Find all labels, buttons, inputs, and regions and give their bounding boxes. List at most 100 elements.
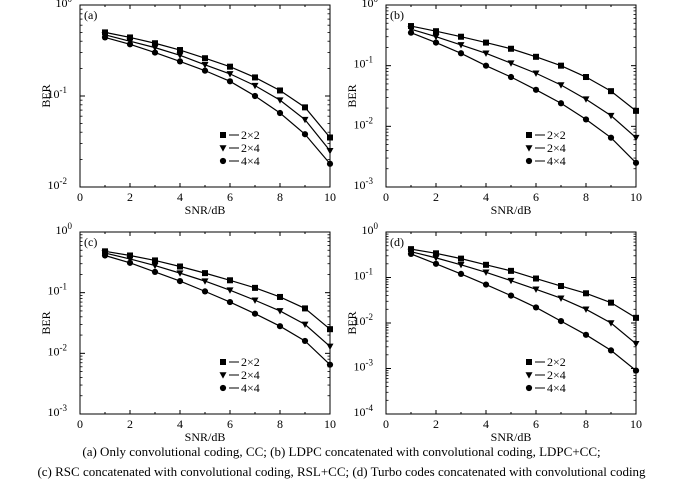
data-point	[177, 47, 183, 54]
data-point	[226, 287, 234, 294]
legend-marker	[525, 384, 533, 392]
data-point	[507, 277, 515, 285]
series-line	[410, 28, 637, 139]
data-point	[277, 87, 283, 94]
data-point	[127, 252, 133, 259]
plot-frame	[385, 4, 637, 188]
legend-label: 2×4	[547, 368, 566, 382]
y-tick-label: 10-1	[354, 267, 374, 283]
data-point	[608, 88, 614, 95]
data-point	[276, 109, 284, 117]
data-point	[557, 295, 565, 302]
y-tick-label: 100	[362, 0, 379, 10]
y-axis-label: BER	[345, 84, 359, 107]
x-tick-label: 2	[433, 190, 439, 204]
data-point	[201, 62, 209, 69]
data-point	[276, 97, 284, 104]
x-tick-label: 0	[383, 190, 389, 204]
legend-marker	[525, 145, 533, 152]
data-point	[458, 255, 464, 262]
series-line	[410, 251, 637, 345]
caption-line-2: (c) RSC concatenated with convolutional …	[37, 464, 646, 479]
panel-label: (a)	[84, 8, 97, 22]
panel-label: (c)	[84, 235, 97, 249]
data-point	[557, 100, 565, 107]
data-point	[583, 74, 589, 81]
data-point	[582, 306, 590, 313]
y-tick-label: 100	[56, 0, 73, 10]
x-axis-label: SNR/dB	[185, 203, 226, 217]
x-tick-label: 10	[324, 417, 336, 431]
data-point	[582, 96, 590, 103]
x-tick-label: 6	[533, 417, 539, 431]
data-point	[326, 160, 334, 167]
x-tick-label: 8	[277, 190, 283, 204]
data-point	[558, 62, 564, 69]
legend-label: 2×4	[241, 141, 260, 155]
data-point	[327, 134, 333, 141]
y-tick-label: 10-2	[354, 312, 374, 328]
series-line	[104, 31, 331, 138]
x-axis-label: SNR/dB	[491, 203, 532, 217]
x-tick-label: 2	[127, 190, 133, 204]
x-tick-label: 4	[177, 417, 183, 431]
data-point	[152, 40, 158, 47]
data-point	[251, 92, 259, 100]
data-point	[227, 277, 233, 284]
data-point	[507, 60, 515, 67]
legend-label: 2×4	[547, 141, 566, 155]
legend-label: 2×2	[241, 355, 260, 369]
data-point	[302, 305, 308, 312]
chart-panel-1: 0 2 4 6 8 10 100 10-1 10-2 SNR/dB BER (a) 2×22×44×4	[39, 0, 336, 217]
legend-marker	[525, 372, 533, 379]
legend-marker	[219, 372, 227, 379]
chart-panel-4: 0 2 4 6 8 10 100 10-1 10-2 10-3 10-4 SNR/dB BER (d) 2×…	[345, 221, 642, 444]
y-axis-label: BER	[39, 84, 53, 107]
x-tick-label: 2	[127, 417, 133, 431]
x-tick-label: 8	[583, 190, 589, 204]
data-point	[176, 58, 184, 65]
legend-marker	[525, 157, 533, 165]
data-point	[407, 29, 415, 36]
y-tick-label: 100	[362, 221, 379, 237]
data-point	[508, 267, 514, 274]
series-line	[410, 25, 637, 112]
data-point	[607, 112, 615, 120]
data-point	[407, 26, 415, 33]
caption-line-1: (a) Only convolutional coding, CC; (b) L…	[82, 444, 601, 459]
data-point	[633, 314, 639, 321]
data-point	[408, 23, 414, 30]
series-line	[410, 32, 637, 164]
data-point	[457, 262, 465, 269]
data-point	[101, 34, 109, 41]
data-point	[457, 50, 465, 57]
data-point	[151, 49, 159, 56]
x-tick-label: 4	[483, 417, 489, 431]
data-point	[482, 50, 490, 57]
data-point	[301, 131, 309, 138]
y-axis-label: BER	[345, 311, 359, 334]
data-point	[482, 281, 490, 288]
data-point	[432, 255, 440, 262]
series-line	[104, 252, 331, 347]
data-point	[582, 331, 590, 338]
data-point	[633, 107, 639, 114]
data-point	[151, 268, 159, 275]
data-point	[507, 292, 515, 299]
series-line	[104, 36, 331, 165]
legend-marker	[219, 157, 227, 165]
data-point	[433, 28, 439, 35]
data-point	[607, 134, 615, 141]
x-tick-label: 0	[77, 417, 83, 431]
y-tick-label: 10-2	[48, 342, 68, 358]
x-tick-label: 2	[433, 417, 439, 431]
data-point	[533, 275, 539, 282]
y-tick-label: 10-3	[354, 176, 374, 192]
data-point	[202, 55, 208, 62]
data-point	[202, 270, 208, 277]
data-point	[557, 318, 565, 325]
y-tick-label: 10-4	[354, 403, 374, 419]
legend-label: 4×4	[241, 381, 260, 395]
data-point	[276, 323, 284, 330]
data-point	[607, 347, 615, 354]
